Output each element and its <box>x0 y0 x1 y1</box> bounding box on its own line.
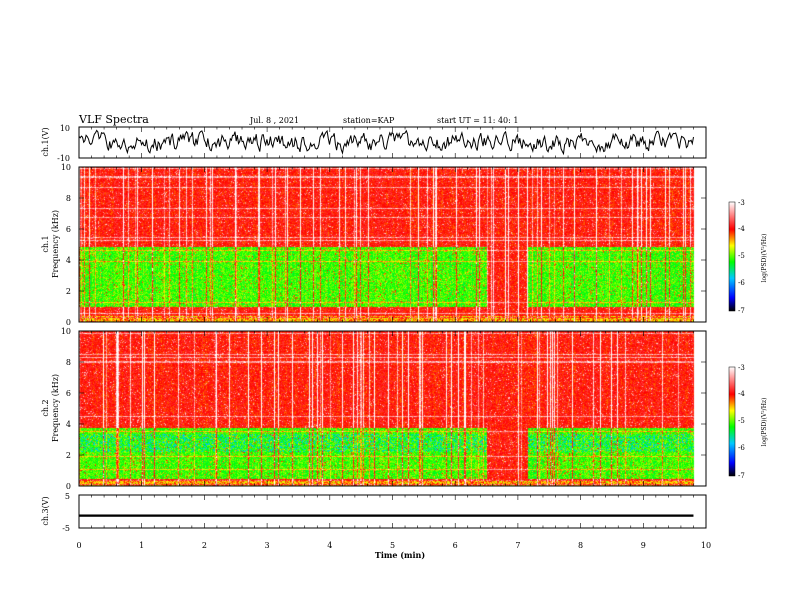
station-label: station=KAP <box>343 116 395 125</box>
ch3-ylabel: ch.3(V) <box>41 496 50 525</box>
time-xtick-10: 10 <box>701 541 711 550</box>
cb2-tick-m4: -4 <box>738 390 745 398</box>
colorbar-ch1-gradient <box>728 201 736 312</box>
date-label: Jul. 8 , 2021 <box>249 116 299 125</box>
ch1-spectrogram-image <box>79 167 706 322</box>
spec2-ylabel-channel: ch.2 <box>41 399 50 416</box>
axis-tick-marks <box>78 127 707 528</box>
spec1-ytick-0: 0 <box>66 318 71 327</box>
cb2-tick-m3: -3 <box>738 364 745 372</box>
colorbar-ch2: -3 -4 -5 -6 -7 log(PSD)(V²/Hz) <box>728 364 768 480</box>
spec2-ytick-2: 2 <box>66 451 71 460</box>
ch1-ytick-top: 10 <box>60 124 70 133</box>
spec1-ylabel-channel: ch.1 <box>41 235 50 252</box>
start-time-label: start UT = 11: 40: 1 <box>437 116 518 125</box>
colorbar-ch1: -3 -4 -5 -6 -7 log(PSD)(V²/Hz) <box>728 199 768 315</box>
spec1-ytick-10: 10 <box>61 163 71 172</box>
spec2-ytick-4: 4 <box>66 420 71 429</box>
spec1-ytick-6: 6 <box>66 225 71 234</box>
time-xtick-9: 9 <box>641 541 646 550</box>
cb2-tick-m6: -6 <box>738 444 745 452</box>
cb1-tick-m5: -5 <box>738 252 745 260</box>
time-axis: 0 1 2 3 4 5 6 7 8 9 10 Time (min) <box>76 541 711 560</box>
time-xtick-8: 8 <box>578 541 583 550</box>
spec1-ytick-4: 4 <box>66 256 71 265</box>
colorbar-ch2-gradient <box>728 366 736 477</box>
spec1-ylabel-frequency: Frequency (kHz) <box>51 210 60 278</box>
ch1-waveform-trace <box>78 129 694 156</box>
cb1-tick-m4: -4 <box>738 225 745 233</box>
ch1-ytick-bottom: -10 <box>57 154 70 163</box>
spec1-ytick-2: 2 <box>66 287 71 296</box>
ch3-ytick-bottom: -5 <box>62 524 70 533</box>
ch3-ytick-top: 5 <box>65 492 70 501</box>
cb1-tick-m3: -3 <box>738 199 745 207</box>
time-xtick-3: 3 <box>265 541 270 550</box>
time-xtick-6: 6 <box>453 541 458 550</box>
time-xtick-1: 1 <box>139 541 144 550</box>
time-xlabel: Time (min) <box>375 550 425 560</box>
cb2-tick-m7: -7 <box>738 472 745 480</box>
figure-title: VLF Spectra <box>78 113 149 126</box>
ch1-waveform-panel: 10 -10 ch.1(V) <box>41 124 707 163</box>
time-xtick-2: 2 <box>202 541 207 550</box>
spec2-ytick-0: 0 <box>66 482 71 491</box>
time-xtick-7: 7 <box>515 541 520 550</box>
cb2-tick-m5: -5 <box>738 417 745 425</box>
ch3-waveform-trace <box>79 514 694 517</box>
cb1-label: log(PSD)(V²/Hz) <box>761 234 768 283</box>
spec2-ytick-8: 8 <box>66 358 71 367</box>
spec2-ytick-6: 6 <box>66 389 71 398</box>
spec2-ytick-10: 10 <box>61 327 71 336</box>
spec1-ytick-8: 8 <box>66 194 71 203</box>
ch1-spectrogram-panel: 10 8 6 4 2 0 ch.1 Frequency (kHz) <box>41 163 707 327</box>
ch2-spectrogram-panel: 10 8 6 4 2 0 ch.2 Frequency (kHz) <box>41 327 707 491</box>
cb1-tick-m7: -7 <box>738 307 745 315</box>
ch2-spectrogram-image <box>79 331 706 486</box>
spec2-ylabel-frequency: Frequency (kHz) <box>51 374 60 442</box>
cb2-label: log(PSD)(V²/Hz) <box>761 398 768 447</box>
time-xtick-5: 5 <box>390 541 395 550</box>
time-xtick-4: 4 <box>327 541 332 550</box>
ch1-ylabel: ch.1(V) <box>41 127 50 156</box>
cb1-tick-m6: -6 <box>738 279 745 287</box>
ch3-waveform-panel: 5 -5 ch.3(V) <box>41 492 707 533</box>
time-xtick-0: 0 <box>76 541 81 550</box>
